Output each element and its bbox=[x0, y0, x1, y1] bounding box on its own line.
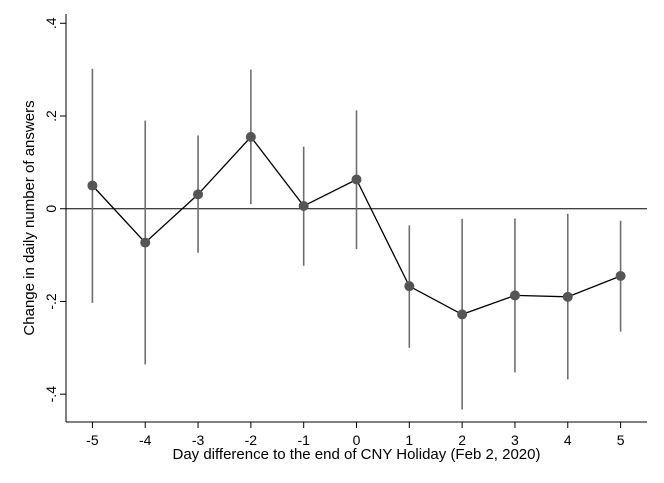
x-tick-label: -2 bbox=[245, 432, 258, 448]
x-tick-label: 5 bbox=[617, 432, 625, 448]
data-point bbox=[140, 237, 151, 248]
x-tick-label: 1 bbox=[405, 432, 413, 448]
y-axis-title: Change in daily number of answers bbox=[21, 100, 38, 335]
data-point bbox=[87, 180, 98, 191]
data-point bbox=[562, 291, 573, 302]
data-point bbox=[298, 200, 309, 211]
y-tick-label: .4 bbox=[43, 17, 59, 29]
x-tick-label: 3 bbox=[511, 432, 519, 448]
data-point bbox=[457, 309, 468, 320]
data-point bbox=[615, 270, 626, 281]
x-tick-label: -4 bbox=[139, 432, 152, 448]
y-tick-label: -.2 bbox=[43, 293, 59, 310]
y-tick-label: 0 bbox=[43, 205, 59, 213]
data-point bbox=[351, 174, 362, 185]
data-point bbox=[404, 281, 415, 292]
x-tick-label: 4 bbox=[564, 432, 572, 448]
data-point bbox=[193, 189, 204, 200]
x-tick-label: -5 bbox=[86, 432, 99, 448]
y-axis-ticks: -.4 -.2 0 .2 .4 bbox=[43, 17, 66, 402]
x-axis-title: Day difference to the end of CNY Holiday… bbox=[173, 446, 541, 463]
data-point bbox=[509, 290, 520, 301]
y-tick-label: .2 bbox=[43, 110, 59, 122]
x-tick-label: -1 bbox=[297, 432, 310, 448]
x-tick-label: 0 bbox=[353, 432, 361, 448]
data-point bbox=[245, 131, 256, 142]
x-tick-label: -3 bbox=[192, 432, 205, 448]
plot-marks bbox=[66, 68, 647, 410]
x-axis-ticks: -5 -4 -3 -2 -1 0 1 2 3 4 5 bbox=[86, 422, 625, 448]
x-tick-label: 2 bbox=[458, 432, 466, 448]
y-tick-label: -.4 bbox=[43, 386, 59, 403]
